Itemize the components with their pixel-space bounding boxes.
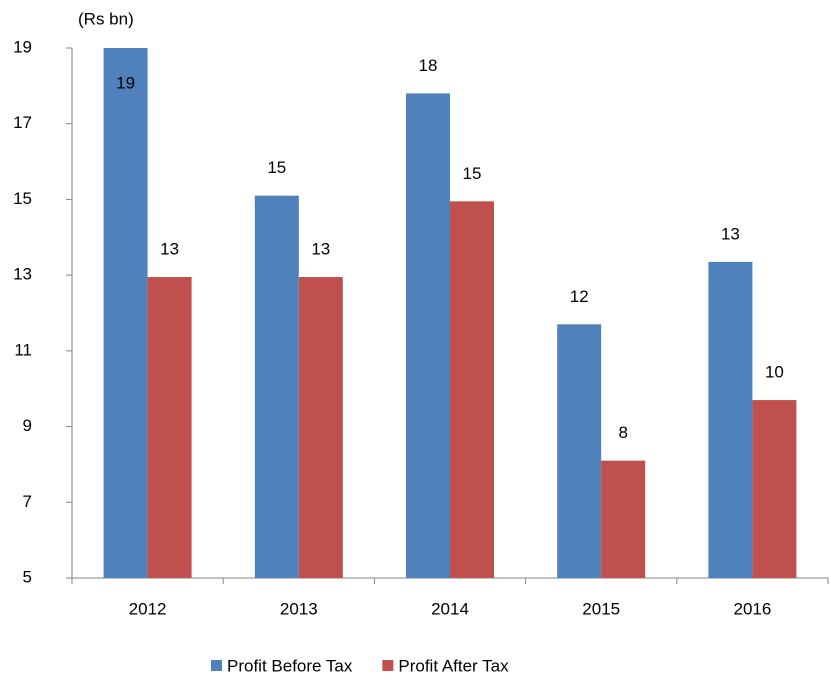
y-tick-label: 7 xyxy=(23,492,32,511)
x-tick-label: 2015 xyxy=(582,599,620,618)
data-label: 15 xyxy=(463,164,482,183)
bar xyxy=(254,195,299,578)
bar xyxy=(450,201,494,579)
data-label: 13 xyxy=(160,240,179,259)
y-tick-label: 13 xyxy=(13,265,32,284)
data-label: 13 xyxy=(311,240,330,259)
x-tick-label: 2016 xyxy=(733,599,771,618)
data-label: 10 xyxy=(765,363,784,382)
y-tick-label: 11 xyxy=(14,340,32,359)
bar xyxy=(601,460,646,578)
y-axis-label: (Rs bn) xyxy=(78,9,134,28)
data-label: 13 xyxy=(721,224,740,243)
y-tick-label: 9 xyxy=(23,416,32,435)
bar xyxy=(103,48,148,578)
bar xyxy=(406,93,450,578)
x-tick-label: 2014 xyxy=(431,599,469,618)
bar xyxy=(752,400,797,578)
y-tick-label: 15 xyxy=(13,189,32,208)
y-tick-label: 19 xyxy=(13,37,32,56)
bar xyxy=(708,261,753,578)
data-label: 12 xyxy=(570,287,589,306)
data-label: 18 xyxy=(419,56,438,75)
x-tick-label: 2012 xyxy=(129,599,167,618)
y-tick-label: 5 xyxy=(23,567,32,586)
legend-label: Profit After Tax xyxy=(398,656,509,675)
y-tick-label: 17 xyxy=(13,113,32,132)
x-tick-label: 2013 xyxy=(280,599,318,618)
data-label: 8 xyxy=(618,423,627,442)
legend-swatch xyxy=(211,660,222,671)
data-label: 15 xyxy=(267,158,286,177)
bar xyxy=(298,277,343,578)
data-label: 19 xyxy=(116,73,135,92)
legend-label: Profit Before Tax xyxy=(227,656,353,675)
bar xyxy=(147,277,192,578)
legend-swatch xyxy=(382,660,394,671)
bar xyxy=(557,324,602,578)
